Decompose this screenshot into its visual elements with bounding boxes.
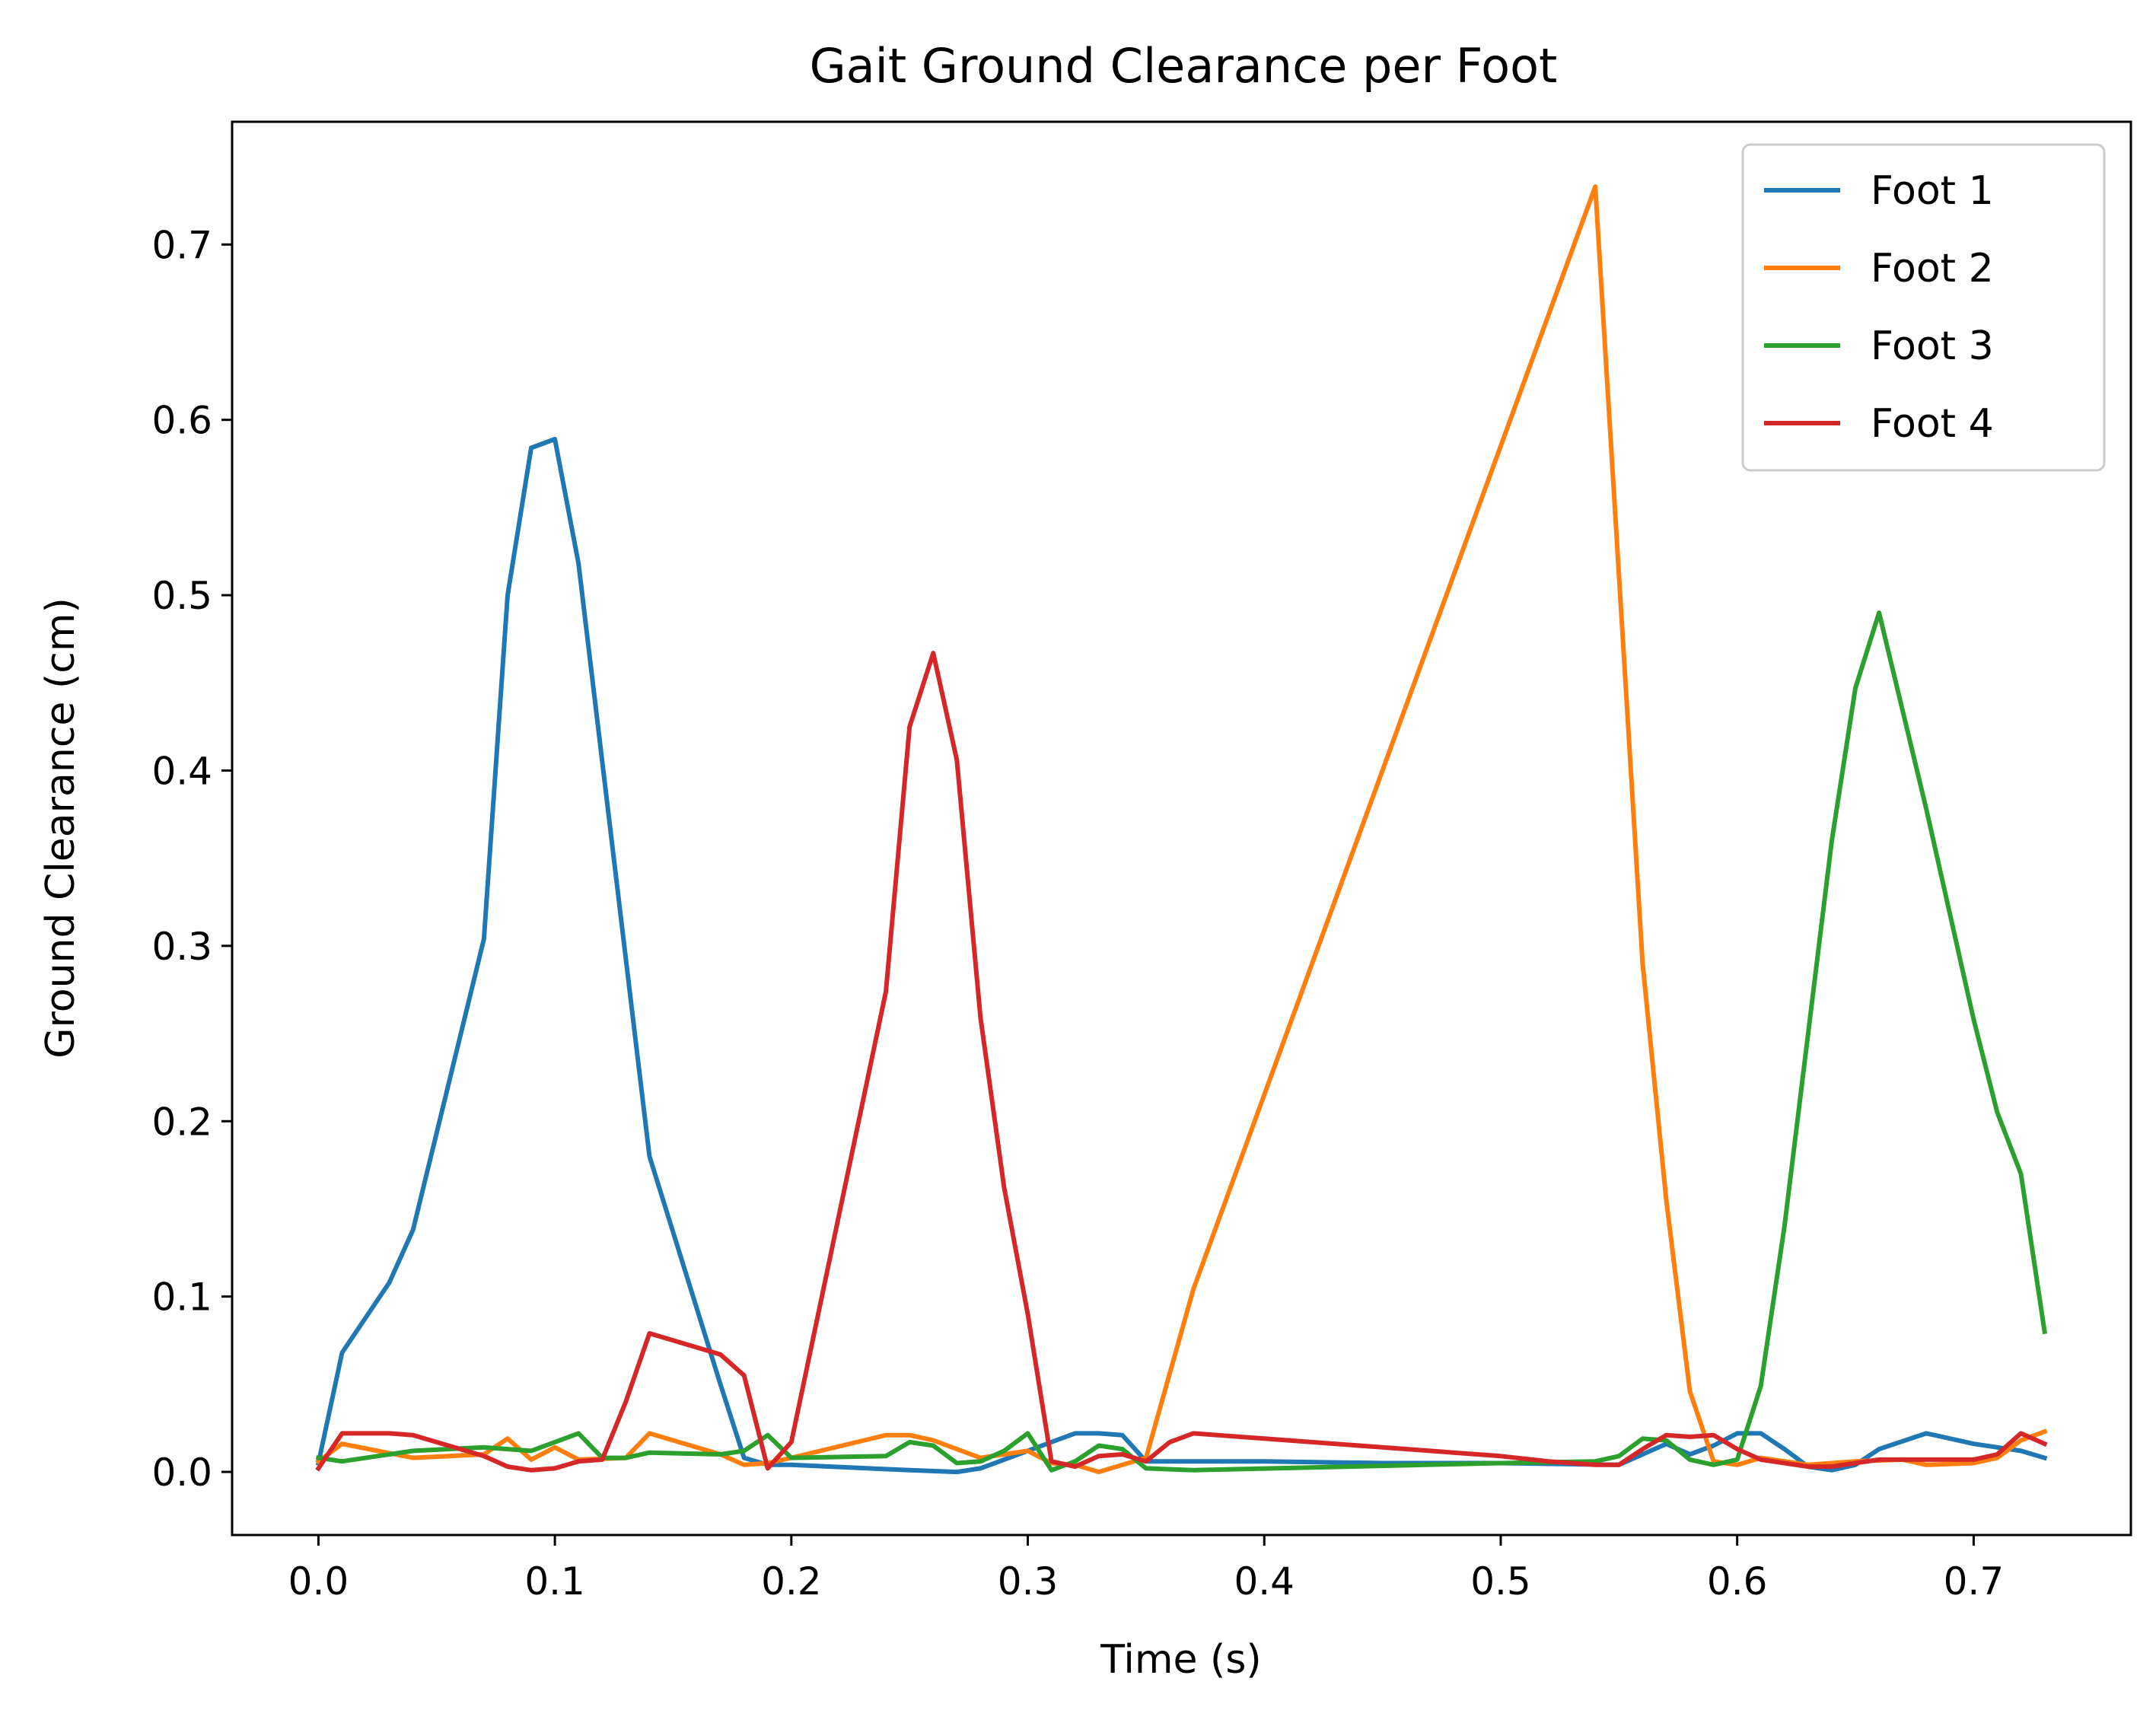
x-tick-label: 0.2: [761, 1559, 822, 1604]
y-axis-ticks: 0.0 0.1 0.2 0.3 0.4 0.5 0.6 0.7: [151, 223, 232, 1495]
chart-title: Gait Ground Clearance per Foot: [810, 38, 1558, 94]
y-axis-label: Ground Clearance (cm): [38, 597, 84, 1059]
legend-items: Foot 1 Foot 2 Foot 3 Foot 4: [1764, 168, 1994, 447]
y-tick-label: 0.1: [151, 1276, 212, 1320]
series-line-foot-3: [315, 610, 2048, 1473]
y-tick-label: 0.3: [151, 925, 212, 969]
x-tick-label: 0.1: [524, 1559, 585, 1604]
legend-label-foot-2: Foot 2: [1871, 246, 1994, 291]
series-line-foot-4: [315, 651, 2048, 1473]
legend-label-foot-4: Foot 4: [1871, 401, 1994, 447]
legend: Foot 1 Foot 2 Foot 3 Foot 4: [1741, 143, 2106, 472]
x-tick-label: 0.0: [288, 1559, 349, 1604]
y-tick-label: 0.0: [151, 1451, 212, 1495]
x-axis-ticks: 0.0 0.1 0.2 0.3 0.4 0.5 0.6 0.7: [288, 1535, 2005, 1604]
y-tick-label: 0.4: [151, 749, 212, 793]
legend-frame: [1741, 143, 2106, 472]
x-tick-label: 0.7: [1944, 1559, 2005, 1604]
x-tick-label: 0.6: [1707, 1559, 1768, 1604]
series-line-foot-1: [315, 437, 2048, 1475]
y-tick-label: 0.7: [151, 223, 212, 267]
plot-frame: [231, 120, 2132, 1537]
legend-label-foot-1: Foot 1: [1871, 168, 1994, 214]
y-tick-label: 0.5: [151, 574, 212, 618]
plot-area: [231, 120, 2132, 1537]
x-tick-label: 0.4: [1234, 1559, 1295, 1604]
series-layer: [315, 184, 2048, 1475]
x-tick-label: 0.3: [998, 1559, 1059, 1604]
y-tick-label: 0.6: [151, 399, 212, 443]
x-tick-label: 0.5: [1470, 1559, 1531, 1604]
x-axis-label: Time (s): [1100, 1637, 1261, 1683]
legend-label-foot-3: Foot 3: [1871, 323, 1994, 369]
y-tick-label: 0.2: [151, 1100, 212, 1144]
